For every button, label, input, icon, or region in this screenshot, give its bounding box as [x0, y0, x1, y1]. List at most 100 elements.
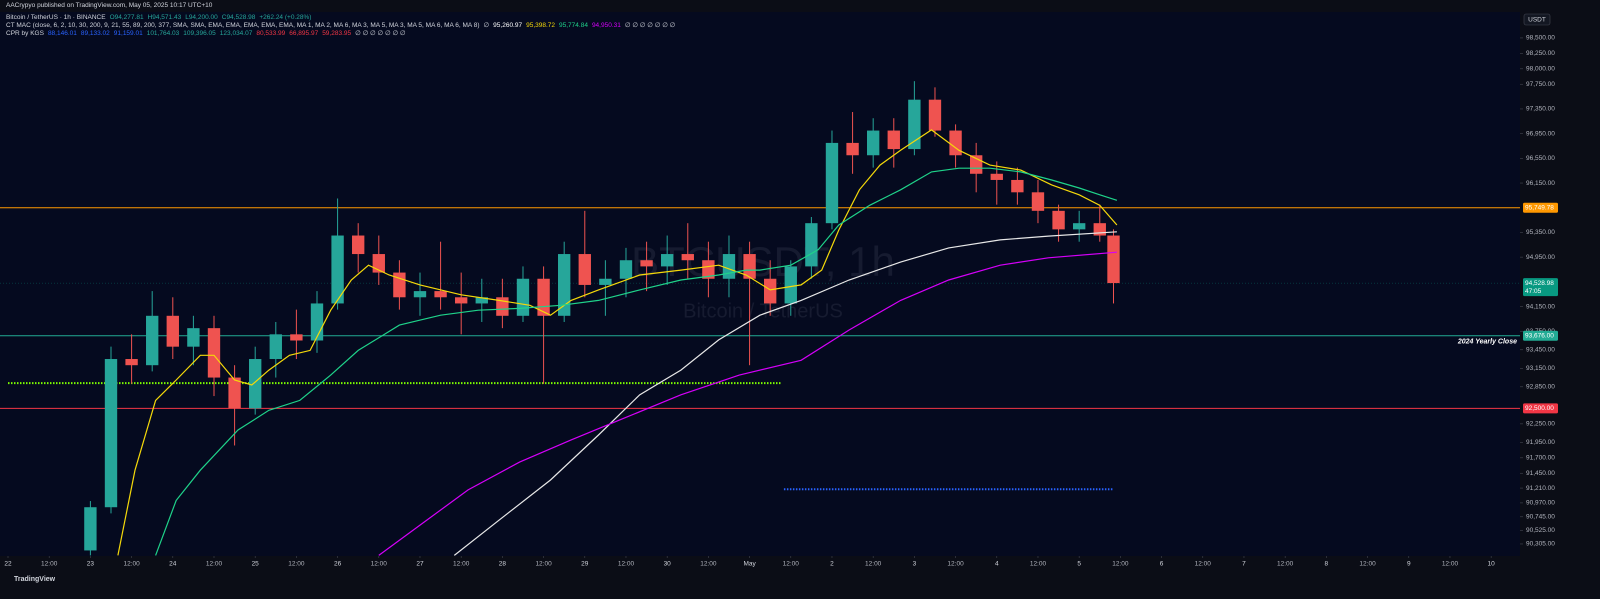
candle-body	[763, 278, 777, 304]
x-tick-label: 26	[334, 561, 342, 568]
x-tick-label: 12:00	[1112, 561, 1129, 568]
candle-body	[1107, 235, 1120, 284]
candle-body	[1072, 223, 1086, 230]
candle-body	[331, 235, 344, 304]
y-tick-label: 90,745.00	[1526, 514, 1555, 521]
y-tick-label: 90,970.00	[1526, 500, 1555, 507]
published: AACrypyo published on TradingView.com, M…	[6, 2, 213, 9]
ohlc-value: L94,200.00	[185, 14, 218, 21]
x-tick-label: 10	[1488, 561, 1496, 568]
x-tick-label: 12:00	[41, 561, 58, 568]
x-tick-label: 25	[252, 561, 260, 568]
candle-body	[475, 297, 488, 304]
x-tick-label: 12:00	[206, 561, 223, 568]
candle-body	[558, 254, 571, 316]
ohlc-value: H94,571.43	[147, 14, 182, 21]
indicator-value: 101,764.03	[146, 30, 180, 37]
candle-body	[228, 377, 241, 409]
candle-body	[599, 278, 612, 285]
candle-body	[928, 99, 942, 131]
ma-line	[378, 251, 1117, 556]
candle-body	[455, 297, 468, 304]
indicator-value: 89,133.02	[80, 30, 110, 37]
indicator-value: 95,398.72	[526, 22, 556, 29]
x-tick-label: 6	[1160, 561, 1164, 568]
indicator-value: 109,396.05	[183, 30, 216, 37]
candle-body	[866, 130, 880, 156]
y-tick-label: 98,000.00	[1526, 66, 1555, 73]
x-tick-label: 9	[1407, 561, 1411, 568]
x-tick-label: 12:00	[865, 561, 882, 568]
candle-body	[578, 254, 591, 285]
last-price-label: 94,528.98	[1525, 280, 1554, 287]
candle-body	[104, 359, 118, 508]
indicator-value: 95,774.84	[559, 22, 588, 29]
ma-line	[453, 231, 1117, 556]
currency[interactable]: USDT	[1528, 17, 1546, 24]
candle-body	[887, 130, 900, 150]
candle-body	[805, 223, 818, 267]
indicator-line: CT MAC (close, 6, 2, 10, 30, 200, 9, 21,…	[6, 22, 679, 30]
ohlc-value: +262.24 (+0.28%)	[259, 14, 312, 21]
x-tick-label: 3	[913, 561, 917, 568]
level-label: 93,676.00	[1525, 333, 1554, 340]
currency-button[interactable]	[1523, 13, 1551, 26]
y-tick-label: 94,150.00	[1526, 303, 1555, 310]
x-tick-label: 12:00	[618, 561, 635, 568]
candle-body	[825, 142, 839, 224]
candle-body	[413, 291, 427, 298]
y-tick-label: 91,950.00	[1526, 439, 1555, 446]
candle-body	[1052, 210, 1065, 230]
ma-line	[155, 167, 1118, 556]
candle-body	[661, 254, 674, 267]
x-tick-label: 5	[1077, 561, 1081, 568]
candle-body	[990, 173, 1003, 180]
level-label-bg	[1523, 202, 1558, 213]
x-tick-label: 12:00	[700, 561, 717, 568]
candle-body	[846, 142, 859, 156]
candle-body	[125, 359, 138, 366]
y-tick-label: 91,450.00	[1526, 470, 1555, 477]
candle-body	[372, 254, 385, 273]
y-tick-label: 91,210.00	[1526, 485, 1555, 492]
candle-body	[269, 334, 282, 360]
y-tick-label: 98,500.00	[1526, 35, 1555, 42]
y-tick-label: 97,350.00	[1526, 106, 1555, 113]
candle-body	[908, 99, 921, 150]
level-label: 95,749.78	[1525, 204, 1554, 211]
candle-body	[84, 507, 97, 551]
candle-body	[434, 291, 447, 298]
candle-body	[1011, 179, 1024, 193]
x-tick-label: 12:00	[123, 561, 140, 568]
candle-body	[187, 328, 200, 347]
y-tick-label: 94,950.00	[1526, 254, 1555, 261]
y-tick-label: 90,525.00	[1526, 527, 1555, 534]
x-tick-label: 12:00	[288, 561, 305, 568]
y-tick-label: 97,750.00	[1526, 81, 1555, 88]
x-tick-label: 12:00	[1195, 561, 1212, 568]
indicator-name: CT MAC (close, 6, 2, 10, 30, 200, 9, 21,…	[6, 22, 480, 29]
candle-body	[516, 278, 530, 316]
ohlc-value: O94,277.81	[109, 14, 144, 21]
indicator-name: CPR by KGS	[6, 30, 44, 37]
candle-body	[166, 315, 179, 347]
symbol-line: Bitcoin / TetherUS · 1h · BINANCE O94,277…	[6, 14, 315, 22]
ohlc-value: C94,528.98	[221, 14, 256, 21]
watermark-symbol: BTCUSDT, 1h	[631, 238, 895, 285]
indicator-value: 88,146.01	[47, 30, 77, 37]
watermark-description: Bitcoin / TetherUS	[683, 300, 843, 322]
indicator-value: ∅	[483, 22, 490, 29]
indicator-value: 94,950.31	[591, 22, 621, 29]
x-tick-label: 30	[664, 561, 672, 568]
x-tick-label: 12:00	[1277, 561, 1294, 568]
level-label: 92,500.00	[1525, 405, 1554, 412]
x-tick-label: 12:00	[947, 561, 964, 568]
y-tick-label: 96,150.00	[1526, 180, 1555, 187]
y-tick-label: 96,950.00	[1526, 130, 1555, 137]
candle-body	[722, 254, 736, 279]
candle-body	[640, 260, 653, 267]
y-tick-label: 93,450.00	[1526, 346, 1555, 353]
candle-body	[949, 130, 962, 156]
candle-body	[1031, 192, 1045, 211]
